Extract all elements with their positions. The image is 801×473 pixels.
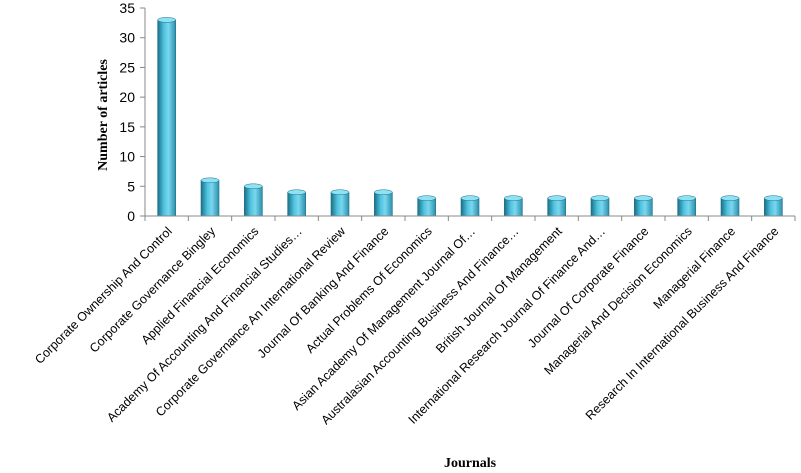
bar-group: [504, 195, 523, 217]
x-tick-label: International Research Journal Of Financ…: [406, 224, 609, 427]
bar-group: [590, 195, 610, 217]
bar-top-cap: [157, 17, 176, 23]
bar: [374, 191, 393, 217]
bar-top-cap: [200, 177, 220, 184]
bar-group: [244, 183, 263, 217]
bar-top-cap: [634, 195, 653, 201]
bar-top-cap: [720, 195, 740, 201]
bar-group: [764, 195, 783, 217]
bar-top-cap: [590, 195, 610, 201]
bar-group: [287, 189, 306, 217]
y-tick-label: 25: [119, 59, 135, 75]
y-tick-label: 5: [127, 178, 135, 194]
bar-group: [634, 195, 653, 217]
y-tick-label: 35: [119, 0, 135, 16]
y-tick-label: 20: [119, 89, 135, 105]
bar-top-cap: [287, 189, 306, 195]
bar-group: [330, 189, 350, 217]
y-tick-label: 10: [119, 149, 135, 165]
bar-group: [720, 195, 740, 217]
bar-top-cap: [677, 195, 696, 201]
x-tick-label: Managerial Finance: [651, 224, 739, 312]
bar-group: [417, 195, 436, 217]
bar-top-cap: [504, 195, 523, 201]
bar-top-cap: [374, 189, 393, 195]
y-tick-label: 0: [127, 208, 135, 224]
x-axis: Corporate Ownership And ControlCorporate…: [32, 215, 796, 427]
bar-top-cap: [244, 183, 263, 190]
x-axis-title: Journals: [444, 456, 497, 471]
bar: [287, 191, 306, 217]
bar-top-cap: [547, 195, 566, 201]
y-axis-title: Number of articles: [96, 59, 111, 171]
bar-group: [157, 17, 176, 217]
y-tick-label: 30: [119, 30, 135, 46]
bar-top-cap: [460, 195, 480, 201]
y-tick-label: 15: [119, 119, 135, 135]
bar-group: [460, 195, 480, 217]
bar: [330, 191, 350, 217]
bar-top-cap: [417, 195, 436, 201]
bar-group: [200, 177, 220, 217]
bar: [244, 185, 263, 217]
x-tick-label: Australasian Accounting Business And Fin…: [318, 224, 521, 427]
bar-group: [547, 195, 566, 217]
bars-group: [157, 17, 783, 217]
bar-group: [677, 195, 696, 217]
bar-top-cap: [764, 195, 783, 201]
bar: [200, 180, 220, 217]
bar-group: [374, 189, 393, 217]
bar: [157, 19, 176, 217]
y-axis: 0 5 10 15 20 25 30 35: [119, 0, 146, 224]
bar-top-cap: [330, 189, 350, 195]
